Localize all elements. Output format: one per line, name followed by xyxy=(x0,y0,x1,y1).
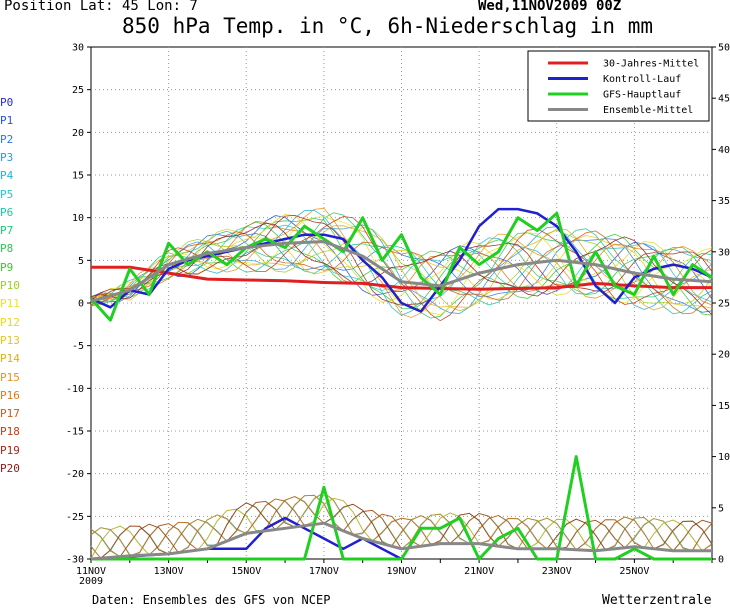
member-label-p4: P4 xyxy=(0,169,14,183)
legend-label: Kontroll-Lauf xyxy=(603,74,681,85)
legend-label: GFS-Hauptlauf xyxy=(603,90,681,101)
y-left-tick-label: -15 xyxy=(66,427,84,438)
x-tick-label: 25NOV xyxy=(619,566,649,577)
y-right-tick-label: 30 xyxy=(718,247,730,258)
x-tick-label: 23NOV xyxy=(542,566,572,577)
x-tick-label: 17NOV xyxy=(309,566,339,577)
member-label-p1: P1 xyxy=(0,114,14,128)
y-right-tick-label: 10 xyxy=(718,452,730,463)
member-label-p6: P6 xyxy=(0,205,14,219)
member-temp-line-p10 xyxy=(90,226,713,312)
member-label-p18: P18 xyxy=(0,425,20,439)
member-label-p7: P7 xyxy=(0,224,14,238)
legend-label: Ensemble-Mittel xyxy=(603,105,693,116)
y-left-tick-label: 20 xyxy=(72,128,84,139)
y-left-tick-label: -10 xyxy=(66,384,84,395)
y-right-tick-label: 15 xyxy=(718,401,730,412)
member-label-p14: P14 xyxy=(0,352,20,366)
member-temp-line-p12 xyxy=(90,213,713,305)
member-temp-line-p1 xyxy=(90,215,713,300)
member-temp-line-p17 xyxy=(90,230,713,315)
x-year-label: 2009 xyxy=(79,576,103,587)
y-left-tick-label: 25 xyxy=(72,85,84,96)
member-label-p0: P0 xyxy=(0,96,14,109)
precip-line-ensemble-mittel xyxy=(90,521,712,561)
member-temp-line-p4 xyxy=(90,209,713,316)
member-temp-line-p20 xyxy=(90,222,713,315)
y-right-tick-label: 5 xyxy=(718,503,724,514)
precip-line-gfs-hauptlauf xyxy=(91,455,712,561)
member-precip-line-p17 xyxy=(90,496,713,559)
chart-title: 850 hPa Temp. in °C, 6h-Niederschlag in … xyxy=(122,14,654,38)
member-label-p12: P12 xyxy=(0,315,20,329)
y-right-tick-label: 50 xyxy=(718,43,730,54)
y-left-tick-label: -20 xyxy=(66,469,84,480)
member-label-p11: P11 xyxy=(0,297,20,311)
y-right-tick-label: 35 xyxy=(718,196,730,207)
member-temp-line-p19 xyxy=(90,214,713,306)
y-left-tick-label: 15 xyxy=(72,171,84,182)
member-label-p16: P16 xyxy=(0,388,20,402)
member-temp-line-p5 xyxy=(90,224,713,307)
y-right-tick-label: 20 xyxy=(718,350,730,361)
x-tick-label: 15NOV xyxy=(231,566,261,577)
member-temp-line-p18 xyxy=(90,216,713,322)
member-label-p19: P19 xyxy=(0,443,20,457)
y-left-tick-label: -25 xyxy=(66,512,84,523)
x-tick-label: 13NOV xyxy=(154,566,184,577)
x-tick-label: 21NOV xyxy=(464,566,494,577)
member-label-p9: P9 xyxy=(0,260,14,274)
y-left-tick-label: 0 xyxy=(78,299,84,310)
member-label-p8: P8 xyxy=(0,242,14,256)
y-left-tick-label: -5 xyxy=(72,341,84,352)
position-label: Position Lat: 45 Lon: 7 xyxy=(4,0,198,14)
temp-line-30-jahres-mittel xyxy=(91,265,712,291)
run-date: Wed,11NOV2009 00Z xyxy=(478,0,622,14)
y-left-tick-label: 30 xyxy=(72,43,84,54)
y-left-tick-label: -30 xyxy=(66,555,84,566)
y-left-tick-label: 5 xyxy=(78,256,84,267)
member-label-p17: P17 xyxy=(0,407,20,421)
legend-label: 30-Jahres-Mittel xyxy=(603,59,699,70)
member-label-p2: P2 xyxy=(0,132,14,146)
y-right-tick-label: 0 xyxy=(718,555,724,566)
member-label-p20: P20 xyxy=(0,462,20,475)
member-precip-line-p18 xyxy=(90,498,713,560)
member-label-p15: P15 xyxy=(0,370,20,384)
member-label-p10: P10 xyxy=(0,279,20,292)
member-temp-line-p14 xyxy=(90,225,713,311)
y-left-tick-label: 10 xyxy=(72,213,84,224)
legend: 30-Jahres-Mittel Kontroll-Lauf GFS-Hauptla… xyxy=(527,50,710,122)
member-temp-line-p2 xyxy=(90,233,713,313)
member-label-p5: P5 xyxy=(0,187,14,201)
y-right-tick-label: 40 xyxy=(718,145,730,156)
member-label-p13: P13 xyxy=(0,333,20,347)
x-tick-label: 19NOV xyxy=(386,566,416,577)
brand-label: Wetterzentrale xyxy=(602,593,712,608)
y-right-tick-label: 25 xyxy=(718,299,730,310)
member-label-p3: P3 xyxy=(0,150,14,164)
data-source: Daten: Ensembles des GFS von NCEP xyxy=(92,593,331,607)
member-temp-line-p6 xyxy=(90,228,713,315)
temp-line-gfs-hauptlauf xyxy=(89,211,713,322)
member-temp-line-p8 xyxy=(90,218,713,310)
temp-line-ensemble-mittel xyxy=(90,240,713,303)
x-tick-label: 11NOV xyxy=(76,566,106,577)
y-right-tick-label: 45 xyxy=(718,94,730,105)
